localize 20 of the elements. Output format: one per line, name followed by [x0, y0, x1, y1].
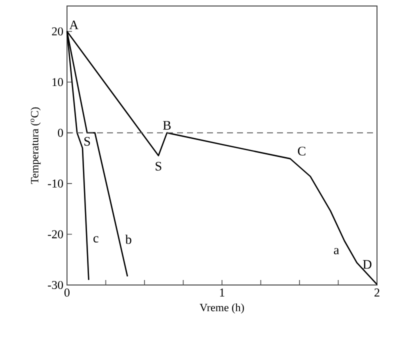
annotation: C — [298, 146, 306, 156]
annotation: b — [125, 234, 132, 244]
y-tick-label: 20 — [52, 27, 64, 36]
y-tick-label: 10 — [52, 78, 64, 86]
annotation: B — [163, 121, 171, 130]
y-tick-label: -20 — [48, 230, 64, 238]
y-tick-label: 0 — [58, 128, 64, 137]
annotation: A — [69, 20, 78, 30]
x-tick-label: 1 — [220, 288, 224, 296]
y-axis-title: Temperatura ($^{o}$C) — [30, 107, 41, 184]
x-tick-label: 0 — [64, 288, 70, 297]
annotation: c — [93, 236, 98, 242]
x-axis-title: Vreme (h) — [200, 304, 244, 314]
annotation: S — [84, 137, 90, 146]
annotation: D — [362, 260, 372, 269]
y-tick-label: -30 — [48, 280, 64, 290]
annotation: a — [334, 248, 340, 254]
annotation: S — [156, 162, 162, 171]
y-tick-label: -10 — [48, 179, 64, 188]
x-tick-label: 2 — [374, 288, 380, 296]
